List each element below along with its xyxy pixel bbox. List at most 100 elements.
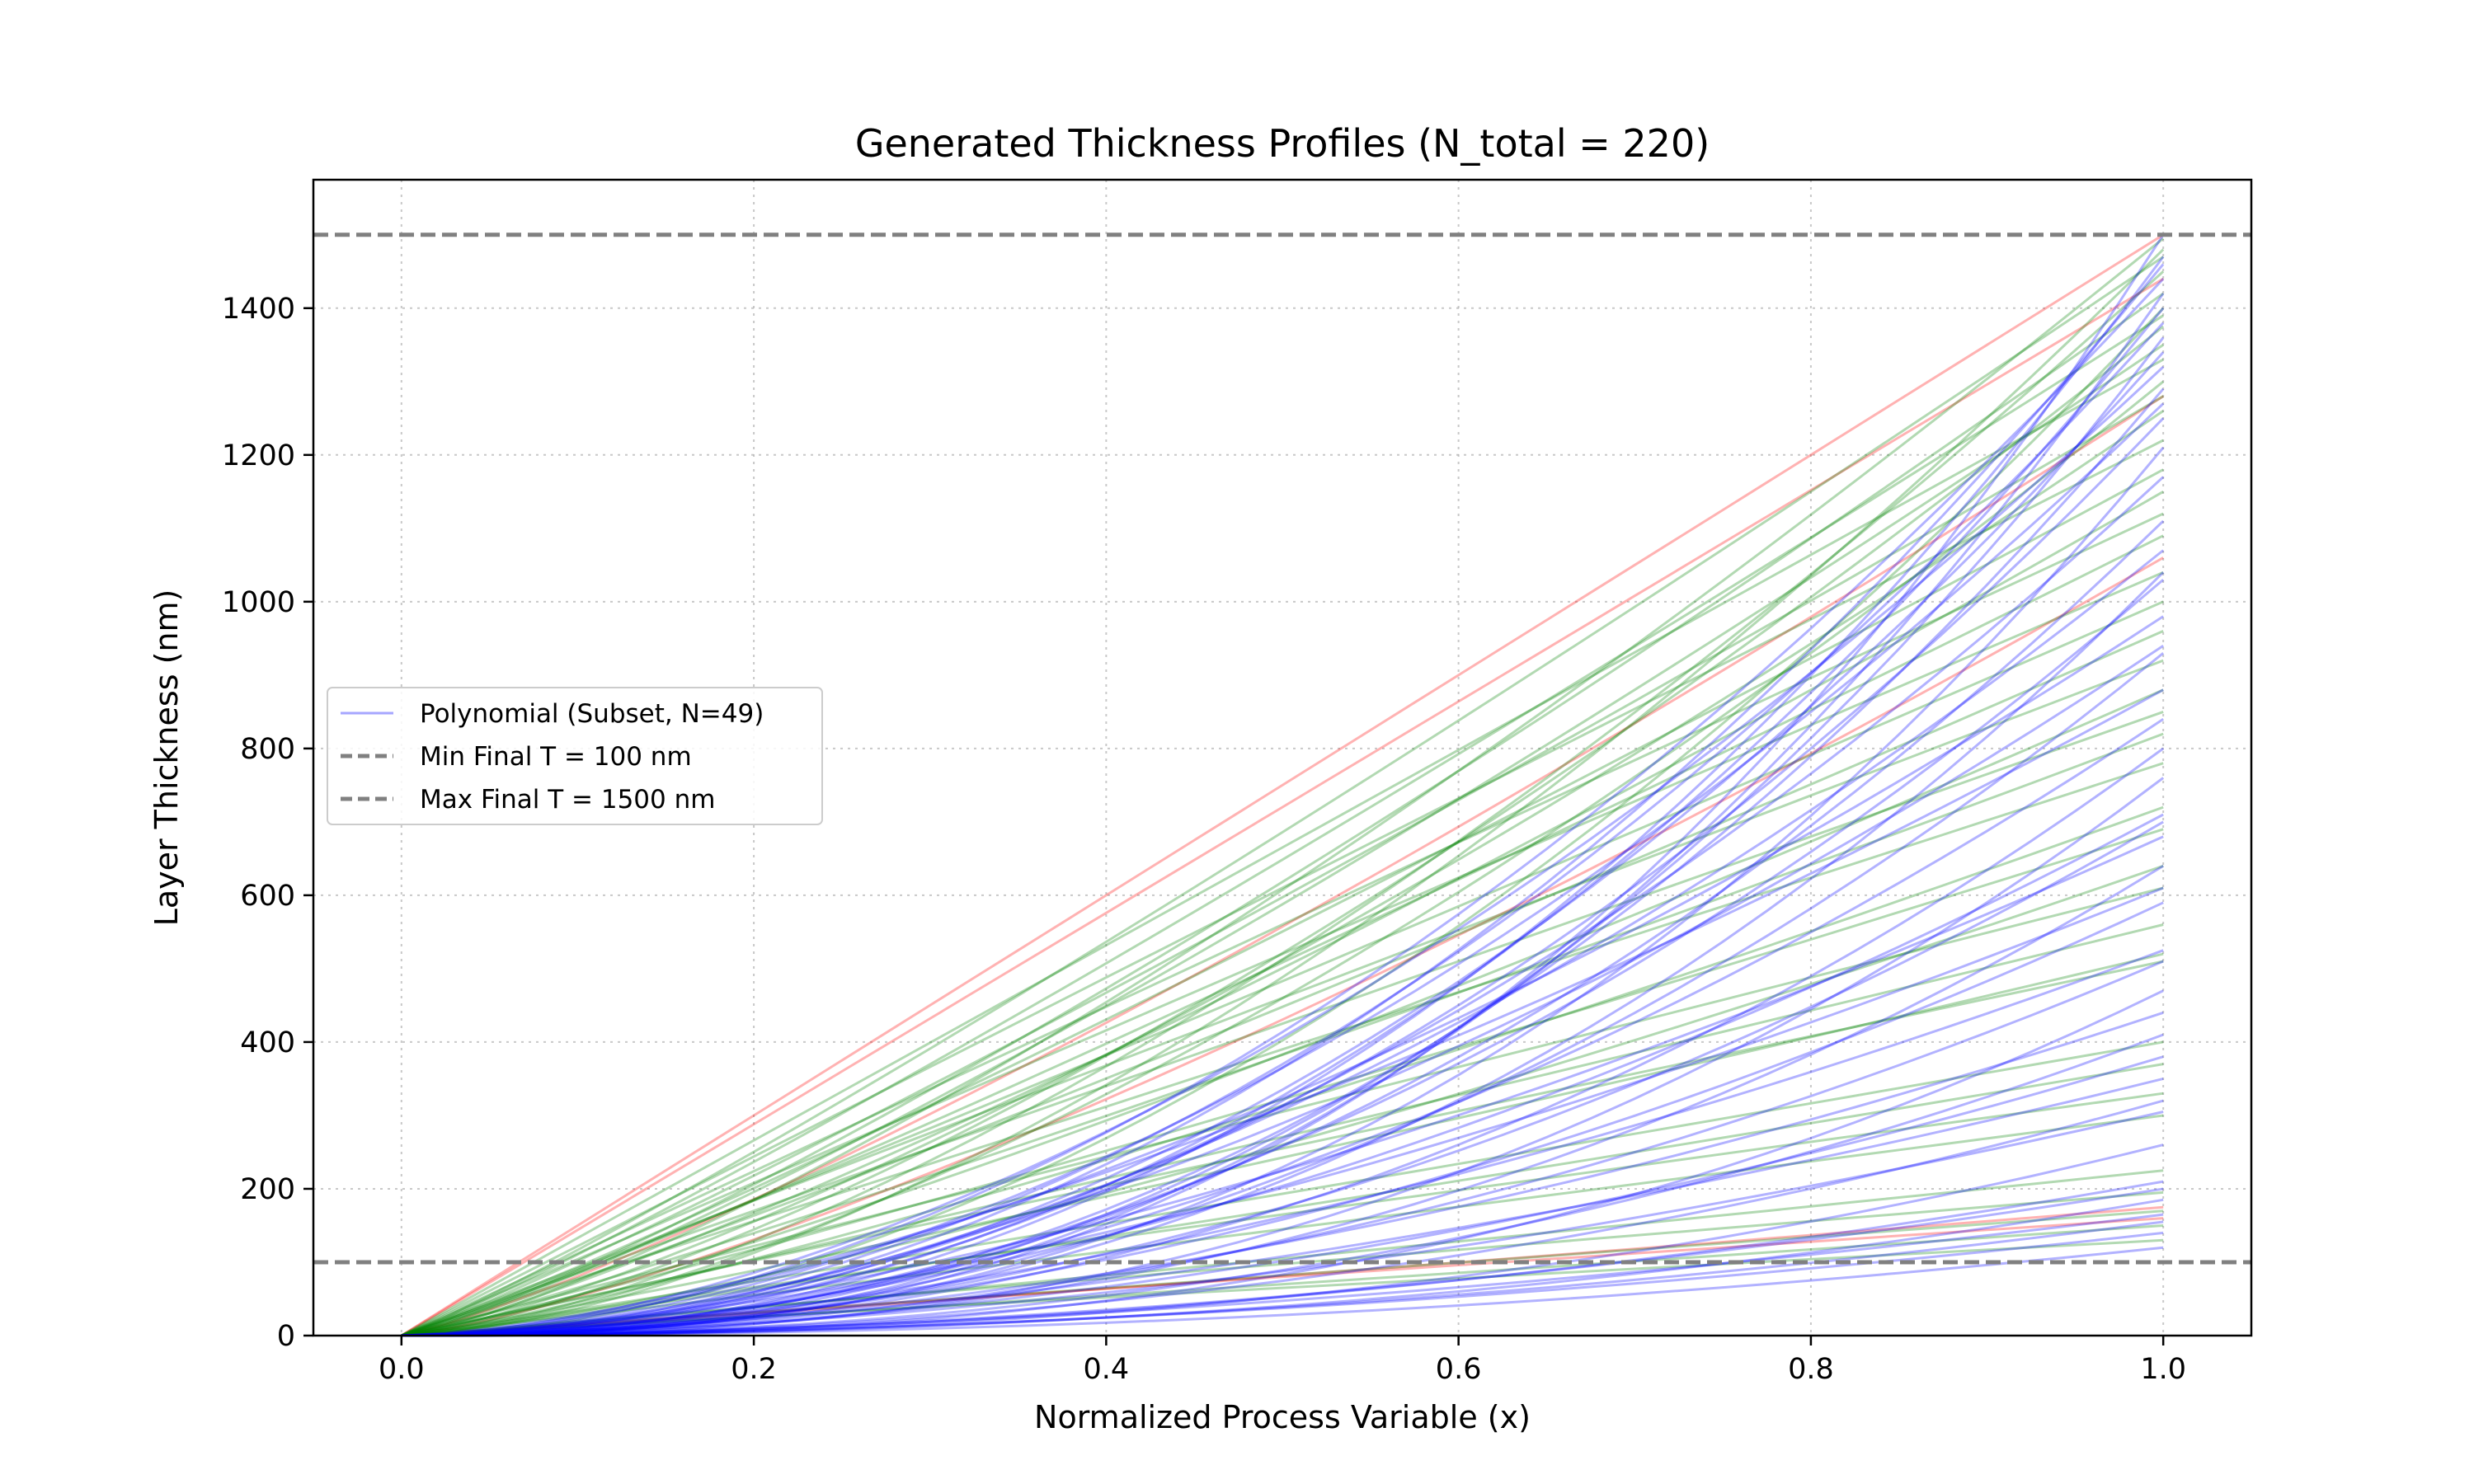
profile-curve <box>401 1114 2164 1337</box>
profile-curve <box>401 1238 2164 1337</box>
profile-curve <box>401 358 2164 1337</box>
profile-curve <box>401 1209 2164 1337</box>
x-tick-label: 0.4 <box>1084 1353 1130 1386</box>
profile-curve <box>401 410 2165 1337</box>
profile-curve <box>401 490 2164 1337</box>
profile-curve <box>401 865 2164 1337</box>
profile-curve <box>401 233 2165 1337</box>
x-tick-label: 0.6 <box>1436 1353 1482 1386</box>
y-axis-ticks: 0 200 400 600 800 1000 1200 1400 <box>222 293 313 1353</box>
profile-curve <box>401 1180 2164 1337</box>
profile-curve <box>401 292 2165 1337</box>
profile-curve <box>401 949 2164 1337</box>
profile-curve <box>401 1169 2164 1337</box>
profile-curve <box>401 1213 2164 1337</box>
y-tick-label: 800 <box>240 733 295 766</box>
y-tick-label: 600 <box>240 880 295 913</box>
profile-curve <box>401 835 2164 1337</box>
profile-curve <box>401 1092 2164 1337</box>
profile-curve <box>401 762 2164 1337</box>
plot-frame <box>312 178 2253 1337</box>
profile-curve <box>401 600 2164 1337</box>
profile-curve <box>401 417 2165 1337</box>
profile-curve <box>401 344 2165 1337</box>
profile-curve <box>401 1111 2164 1337</box>
profile-curve <box>401 534 2164 1337</box>
profile-curve <box>401 248 2165 1337</box>
profile-curve <box>401 864 2164 1337</box>
profile-curve <box>401 293 2165 1337</box>
x-tick-label: 0.8 <box>1788 1353 1834 1386</box>
profile-curve <box>401 270 2165 1337</box>
profile-curve <box>401 571 2164 1337</box>
profile-curve <box>401 901 2164 1337</box>
profile-curve <box>401 1246 2164 1337</box>
profile-curve <box>401 732 2164 1337</box>
y-tick-label: 200 <box>240 1173 295 1206</box>
profile-curve <box>401 439 2164 1337</box>
profile-curve <box>401 307 2165 1337</box>
y-tick-label: 0 <box>277 1320 295 1353</box>
profile-curve <box>401 777 2165 1337</box>
legend-box <box>327 687 823 825</box>
profile-curve <box>401 578 2165 1337</box>
profile-curve <box>401 395 2164 1337</box>
profile-curve <box>401 688 2164 1337</box>
profile-curve <box>401 322 2165 1337</box>
profile-curve <box>401 233 2164 1337</box>
profile-curve <box>401 886 2164 1337</box>
profile-curve <box>401 989 2164 1337</box>
profile-curve <box>401 1187 2164 1337</box>
profile-curve <box>401 402 2165 1337</box>
profile-curve <box>401 549 2165 1337</box>
profile-curve <box>401 710 2164 1337</box>
profile-curve <box>401 747 2165 1337</box>
profile-curve <box>401 395 2165 1337</box>
profile-curve <box>401 1063 2164 1337</box>
profile-curve <box>401 263 2165 1337</box>
profile-curve <box>401 1205 2164 1337</box>
profile-curve <box>401 307 2165 1337</box>
y-tick-label: 400 <box>240 1026 295 1059</box>
x-tick-label: 1.0 <box>2140 1353 2186 1386</box>
profile-curve <box>401 237 2165 1337</box>
profile-curve <box>401 1033 2164 1337</box>
profile-curve <box>401 813 2164 1337</box>
profile-curve <box>401 571 2165 1337</box>
profile-curve <box>401 1144 2164 1337</box>
legend-label-polynomial: Polynomial (Subset, N=49) <box>420 699 764 729</box>
profile-curve <box>401 365 2165 1337</box>
profile-curve <box>401 278 2165 1337</box>
legend: Polynomial (Subset, N=49) Min Final T = … <box>327 687 823 825</box>
x-axis-ticks: 0.0 0.2 0.4 0.6 0.8 1.0 <box>379 1336 2186 1386</box>
profile-curve <box>401 1040 2164 1337</box>
profile-curve <box>401 336 2165 1337</box>
profile-curve <box>401 1217 2164 1337</box>
profile-curve <box>401 314 2165 1337</box>
profile-curve <box>401 519 2165 1337</box>
profile-curve <box>401 1224 2164 1337</box>
profile-curve <box>401 923 2164 1337</box>
profile-curve <box>401 1198 2164 1337</box>
profile-curve <box>401 277 2164 1337</box>
y-tick-label: 1400 <box>222 293 295 326</box>
profile-curve <box>401 325 2165 1337</box>
legend-label-max-final: Max Final T = 1500 nm <box>420 785 715 815</box>
y-tick-label: 1200 <box>222 439 295 472</box>
profile-curve <box>401 380 2165 1337</box>
profile-curve <box>401 645 2165 1337</box>
profile-curve <box>401 1011 2164 1337</box>
profile-curve <box>401 512 2164 1337</box>
profile-curve <box>401 256 2165 1337</box>
x-tick-label: 0.2 <box>731 1353 777 1386</box>
y-axis-label: Layer Thickness (nm) <box>148 589 185 927</box>
profile-curve <box>401 1220 2164 1337</box>
profile-curve <box>401 446 2165 1337</box>
profile-curve <box>401 1099 2164 1337</box>
y-tick-label: 1000 <box>222 586 295 619</box>
x-axis-label: Normalized Process Variable (x) <box>1034 1399 1531 1435</box>
profile-curve <box>401 960 2164 1337</box>
profile-curve <box>401 886 2164 1337</box>
profile-curve <box>401 820 2164 1337</box>
